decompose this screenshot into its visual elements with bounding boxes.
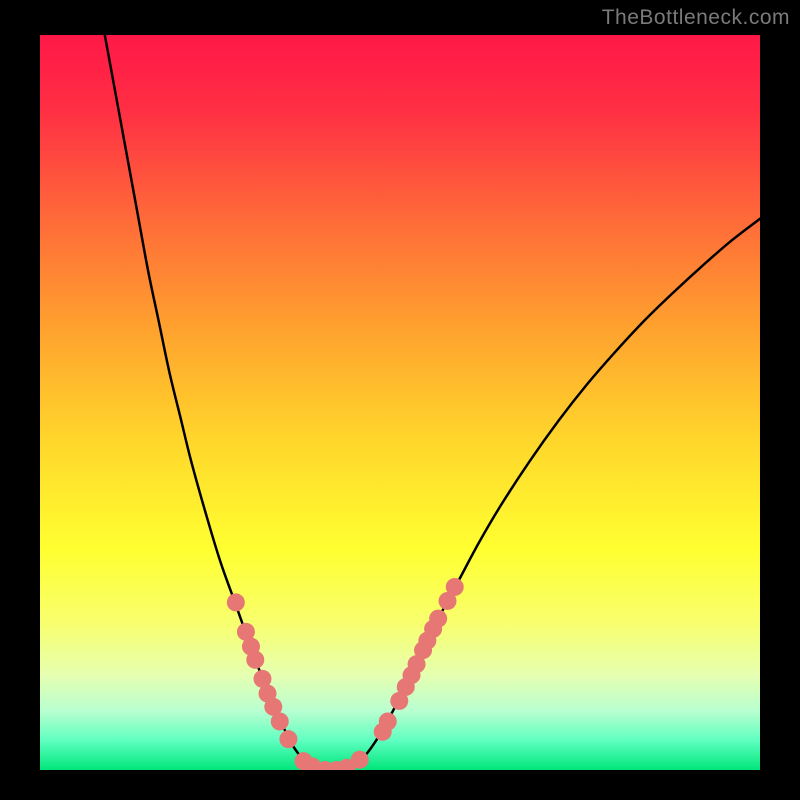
watermark-text: TheBottleneck.com (602, 6, 790, 30)
canvas: TheBottleneck.com (0, 0, 800, 800)
plot-background-gradient (40, 35, 760, 770)
plot-area (40, 35, 760, 770)
